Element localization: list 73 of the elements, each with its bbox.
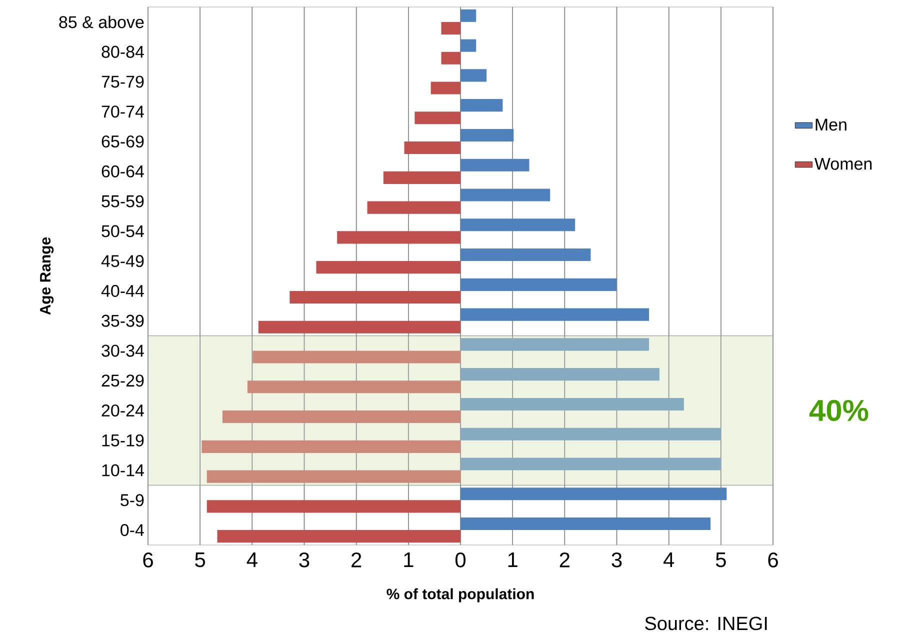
legend-label: Men — [816, 118, 846, 131]
x-tick-label: 6 — [768, 552, 778, 568]
y-tick-label: 45-49 — [101, 255, 144, 268]
bar — [206, 500, 461, 513]
bar — [217, 530, 461, 543]
bar — [460, 128, 514, 142]
bar — [247, 380, 461, 394]
bar — [460, 278, 617, 291]
bar — [460, 158, 530, 172]
y-tick-label: 10-14 — [102, 464, 144, 476]
bar — [430, 82, 461, 94]
legend-label: Women — [814, 158, 872, 170]
bar — [206, 470, 461, 483]
bar — [460, 69, 487, 82]
bar — [460, 188, 550, 202]
x-tick-label: 3 — [612, 552, 622, 568]
x-tick-label: 2 — [352, 552, 362, 568]
y-tick-label: 20-24 — [102, 404, 144, 417]
bar — [202, 440, 461, 453]
bar — [460, 99, 503, 112]
source-note: Source: INEGI — [645, 616, 767, 630]
bar — [460, 248, 591, 262]
bar — [414, 112, 461, 124]
bar — [404, 141, 461, 154]
y-tick-label: 35-39 — [102, 314, 144, 327]
bar — [460, 9, 476, 22]
x-tick-label: 5 — [195, 552, 206, 568]
y-tick-label: 65-69 — [102, 135, 144, 148]
bar — [460, 39, 476, 52]
x-tick-label: 4 — [663, 552, 674, 567]
x-tick-label: 6 — [143, 552, 153, 568]
x-tick-label: 4 — [246, 552, 258, 567]
y-tick-label: 75-79 — [102, 76, 144, 88]
bar — [460, 308, 650, 321]
y-tick-label: 85 & above — [59, 16, 144, 28]
x-tick-label: 5 — [716, 552, 726, 568]
bar — [222, 410, 461, 424]
y-tick-label: 5-9 — [120, 494, 144, 506]
y-tick-label: 50-54 — [102, 225, 144, 238]
bar — [367, 201, 461, 214]
x-tick-label: 3 — [299, 552, 310, 568]
y-tick-label: 80-84 — [102, 46, 144, 58]
y-tick-label: 30-34 — [102, 344, 144, 357]
y-tick-label: 25-29 — [102, 374, 144, 387]
bar — [290, 290, 461, 304]
x-tick-label: 1 — [508, 552, 518, 567]
bar — [460, 218, 576, 232]
y-tick-label: 40-44 — [101, 284, 144, 297]
bar — [460, 458, 721, 470]
x-tick-label: 1 — [404, 552, 414, 567]
x-tick-label: 0 — [455, 552, 466, 568]
y-tick-label: 15-19 — [102, 434, 144, 446]
bar — [460, 398, 684, 410]
bar — [316, 261, 461, 274]
bar — [460, 338, 650, 351]
y-tick-label: 60-64 — [102, 165, 144, 178]
bar — [258, 320, 461, 334]
bar — [441, 22, 461, 34]
x-tick-label: 2 — [560, 552, 570, 568]
y-tick-label: 55-59 — [102, 195, 144, 208]
y-axis-title: Age Range — [40, 237, 54, 315]
bar — [441, 52, 461, 64]
bar — [460, 488, 727, 500]
x-axis-title: % of total population — [386, 588, 534, 602]
y-tick-label: 0-4 — [120, 524, 144, 536]
bar — [460, 368, 660, 381]
bar — [460, 428, 721, 440]
bar — [252, 350, 461, 364]
band-label: 40% — [809, 400, 868, 422]
bar — [383, 171, 461, 184]
bar — [460, 517, 710, 530]
y-tick-label: 70-74 — [102, 106, 144, 118]
bar — [337, 231, 461, 244]
